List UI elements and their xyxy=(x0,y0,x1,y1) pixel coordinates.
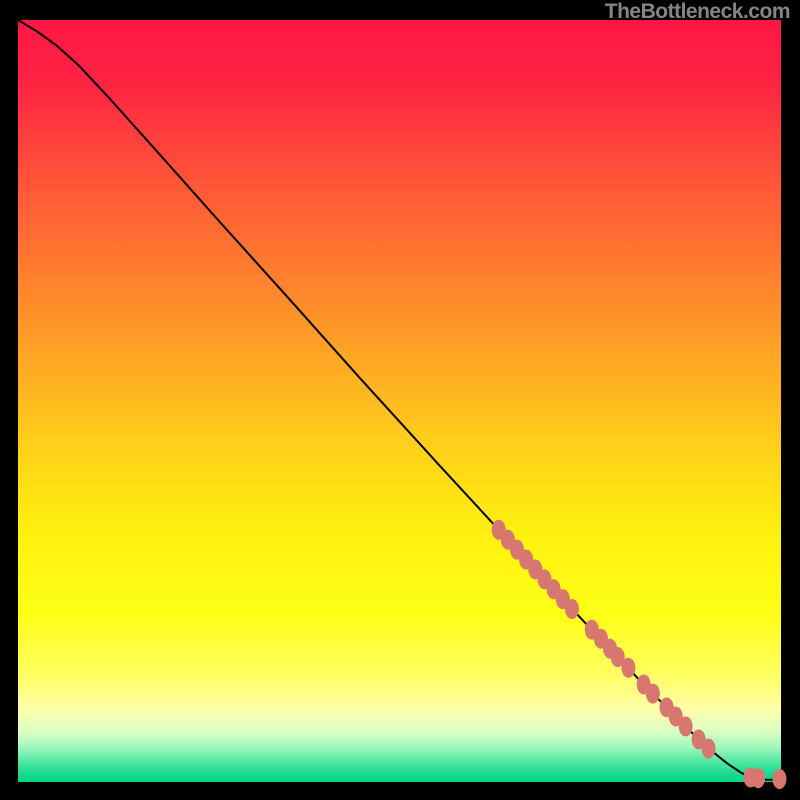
data-marker xyxy=(621,658,635,678)
bottleneck-chart xyxy=(0,0,800,800)
chart-gradient-background xyxy=(18,20,781,782)
data-marker xyxy=(646,684,660,704)
data-marker xyxy=(751,768,765,788)
data-marker xyxy=(772,769,786,789)
watermark-text: TheBottleneck.com xyxy=(605,0,790,24)
data-marker xyxy=(679,716,693,736)
data-marker xyxy=(565,599,579,619)
data-marker xyxy=(702,738,716,758)
